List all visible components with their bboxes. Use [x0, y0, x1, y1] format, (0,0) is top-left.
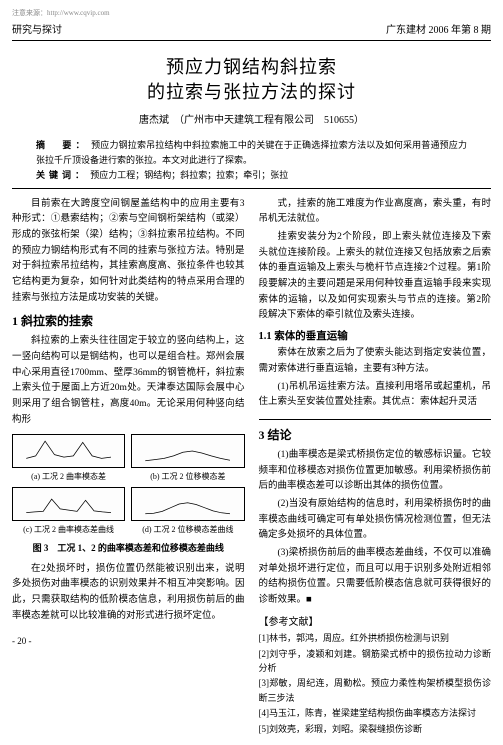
section-3-title: 3 结论 [259, 426, 492, 446]
abstract-label: 摘 要： [36, 140, 89, 150]
abstract: 摘 要： 预应力钢拉索吊拉结构中斜拉索施工中的关键在于正确选择拉索方法以及如何采… [36, 138, 467, 184]
keywords-label: 关键词： [36, 170, 88, 180]
title-line-1: 预应力钢结构斜拉索 [12, 55, 491, 80]
running-header: 研究与探讨 广东建材 2006 年第 8 期 [12, 23, 491, 41]
section-3-p2: (2)当没有原始结构的信息时，利用梁桥损伤时的曲率模态曲线可确定可有单处损伤情况… [259, 497, 492, 544]
fig-d-cap: (d) 工况 2 位移模态差曲线 [131, 523, 244, 536]
section-1-title: 1 斜拉索的挂索 [12, 312, 245, 332]
fig-b-plot [131, 434, 244, 468]
fig-d-plot [131, 487, 244, 521]
left-tail-para: 在2处损坏时，损伤位置仍然能被识别出来，说明多处损伤对曲率模态的识别效果并不相互… [12, 562, 245, 625]
ref-2: [2]刘守乎，凌颖和刘建。钢筋梁式桥中的损伤拉动力诊断分析 [259, 647, 492, 676]
ref-1: [1]林书，郭鸿，周应。红外拱桥损伤检测与识别 [259, 631, 492, 645]
references-list: [1]林书，郭鸿，周应。红外拱桥损伤检测与识别 [2]刘守乎，凌颖和刘建。钢筋梁… [259, 631, 492, 736]
ref-3: [3]郑敏，周纪连，周勤松。预应力柔性构架桥模型损伤诊断三步法 [259, 676, 492, 705]
header-section: 研究与探讨 [12, 23, 62, 38]
ref-5: [5]刘效壳，彩瑕，刘昭。梁裂缝损伤诊断 [259, 722, 492, 736]
section-rule [259, 419, 492, 420]
source-note: 注意来源：http://www.cqvip.com [12, 8, 491, 19]
figure-3: (a) 工况 2 曲率模态差 (b) 工况 2 位移模态差 (c) 工况 2 曲… [12, 434, 245, 555]
section-1-1-p: 索体在放索之后为了使索头能达到指定安装位置，需对索体进行垂直运输，主要有3种方法… [259, 346, 492, 377]
section-3-p1: (1)曲率模态是梁式桥损伤定位的敏感标识量。它较频率和位移模态对损伤位置更加敏感… [259, 448, 492, 495]
header-issue: 广东建材 2006 年第 8 期 [386, 23, 491, 38]
body-columns: 目前索在大跨度空间钢屋盖结构中的应用主要有3种形式：①悬索结构；②索与空间钢桁架… [12, 197, 491, 737]
fig-b-cap: (b) 工况 2 位移模态差 [131, 470, 244, 483]
fig-c-cap: (c) 工况 2 曲率模态差曲线 [12, 523, 125, 536]
left-column: 目前索在大跨度空间钢屋盖结构中的应用主要有3种形式：①悬索结构；②索与空间钢桁架… [12, 197, 245, 737]
author-line: 唐杰斌 （广州市中天建筑工程有限公司 510655） [12, 113, 491, 128]
keywords-text: 预应力工程；钢结构；斜拉索；拉索；牵引；张拉 [90, 170, 288, 180]
abstract-text: 预应力钢拉索吊拉结构中斜拉索施工中的关键在于正确选择拉索方法以及如何采用普通预应… [36, 140, 467, 165]
fig-c-plot [12, 487, 125, 521]
section-1-1-title: 1.1 索体的垂直运输 [259, 328, 492, 345]
title-line-2: 的拉索与张拉方法的探讨 [12, 80, 491, 105]
references-title: 【参考文献】 [259, 615, 492, 632]
section-1-p1b: 式，挂索的施工难度为作业高度高，索头重，有时吊机无法就位。 [259, 197, 492, 228]
ref-4: [4]马玉江，陈青，崔梁建堂结构损伤曲率模态方法探讨 [259, 706, 492, 720]
section-3-p3: (3)梁桥损伤前后的曲率模态差曲线，不仅可以准确对单处损坏进行定位，而且可以用于… [259, 546, 492, 609]
intro-para: 目前索在大跨度空间钢屋盖结构中的应用主要有3种形式：①悬索结构；②索与空间钢桁架… [12, 197, 245, 307]
title-block: 预应力钢结构斜拉索 的拉索与张拉方法的探讨 唐杰斌 （广州市中天建筑工程有限公司… [12, 55, 491, 128]
section-1-p2: 挂索安装分为2个阶段，即上索头就位连接及下索头就位连接阶段。上索头的就位连接又包… [259, 230, 492, 324]
page-number: - 20 - [12, 634, 245, 649]
fig-main-caption: 图 3 工况 1、2 的曲率模态差和位移模态差曲线 [12, 541, 245, 556]
fig-a-plot [12, 434, 125, 468]
fig-a-cap: (a) 工况 2 曲率模态差 [12, 470, 125, 483]
divider [12, 188, 491, 189]
section-1-p1: 斜拉索的上索头往往固定于较立的竖向结构上，这一竖向结构可以是钢结构，也可以是组合… [12, 334, 245, 428]
right-column: 式，挂索的施工难度为作业高度高，索头重，有时吊机无法就位。 挂索安装分为2个阶段… [259, 197, 492, 737]
section-1-1-p2: (1)吊机吊运挂索方法。直接利用塔吊或起重机，吊住上索头至安装位置处挂索。其优点… [259, 380, 492, 411]
